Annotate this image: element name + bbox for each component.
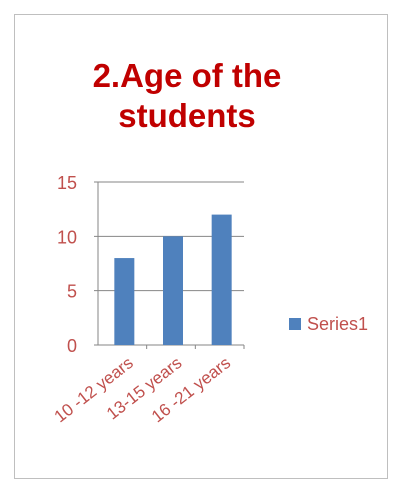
y-tick-label: 10 xyxy=(57,227,77,247)
y-tick-label: 0 xyxy=(67,336,77,356)
legend-label: Series1 xyxy=(307,314,368,334)
bar xyxy=(211,214,232,345)
y-tick-label: 5 xyxy=(67,282,77,302)
chart-frame xyxy=(14,14,388,479)
chart-title: 2.Age of the students xyxy=(92,57,282,134)
bar xyxy=(114,258,135,345)
y-tick-label: 15 xyxy=(57,173,77,193)
bar xyxy=(163,236,183,345)
legend-swatch xyxy=(289,318,301,330)
